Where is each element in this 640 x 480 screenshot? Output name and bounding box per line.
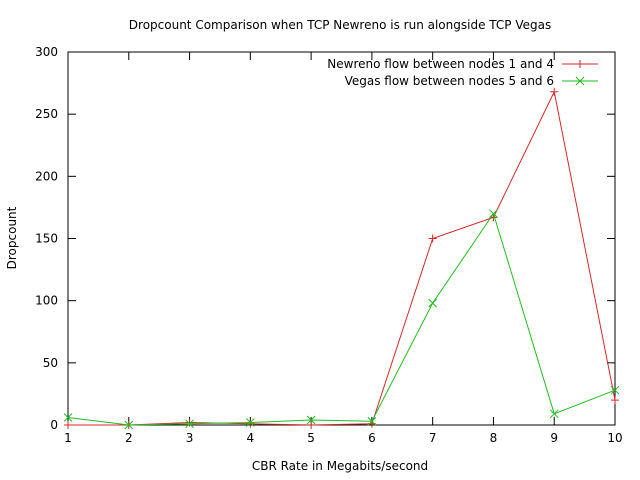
data-point <box>124 420 134 430</box>
x-axis-label: CBR Rate in Megabits/second <box>252 459 428 473</box>
data-point <box>246 419 255 428</box>
cross-marker-b <box>306 415 316 425</box>
data-point <box>611 396 619 405</box>
legend-item: Newreno flow between nodes 1 and 4 <box>327 57 598 71</box>
cross-marker-b <box>63 413 73 422</box>
x-tick-label: 2 <box>125 431 133 445</box>
series-1 <box>64 87 619 429</box>
y-tick-label: 100 <box>35 294 58 308</box>
data-point <box>549 409 559 419</box>
y-tick-label: 150 <box>35 232 58 246</box>
x-tick-label: 8 <box>490 431 498 445</box>
legend: Newreno flow between nodes 1 and 4 Vegas … <box>327 57 598 88</box>
legend-label: Newreno flow between nodes 1 and 4 <box>327 57 554 71</box>
cross-marker-b <box>549 409 559 419</box>
x-tick-label: 4 <box>247 431 255 445</box>
x-tick-label: 10 <box>607 431 622 445</box>
data-point <box>306 415 316 425</box>
data-point <box>185 418 194 427</box>
series-layer <box>63 87 620 430</box>
x-tick-label: 5 <box>307 431 315 445</box>
y-tick-label: 250 <box>35 107 58 121</box>
data-point <box>367 416 377 426</box>
data-point <box>245 418 255 427</box>
data-point <box>63 413 73 422</box>
cross-marker-b <box>245 418 255 427</box>
x-tick-label: 7 <box>429 431 437 445</box>
data-point <box>489 209 498 218</box>
series-line <box>68 90 616 426</box>
cross-marker-b <box>575 76 585 86</box>
data-point <box>550 87 559 96</box>
legend-marker <box>575 76 585 86</box>
data-point <box>64 421 72 429</box>
x-tick-label: 3 <box>186 431 194 445</box>
legend-item: Vegas flow between nodes 5 and 6 <box>345 74 598 88</box>
x-tick-label: 6 <box>368 431 376 445</box>
series-2 <box>63 209 620 430</box>
y-axis-label: Dropcount <box>5 206 19 269</box>
data-point <box>185 419 194 429</box>
legend-label: Vegas flow between nodes 5 and 6 <box>345 74 554 88</box>
x-tick-label: 9 <box>550 431 558 445</box>
y-tick-label: 300 <box>35 45 58 59</box>
cross-marker-b <box>185 419 194 429</box>
cross-marker-b <box>610 385 620 395</box>
cross-marker-b <box>124 420 134 430</box>
x-tick-label: 1 <box>64 431 72 445</box>
data-point <box>307 421 316 429</box>
cross-marker-b <box>367 416 377 426</box>
y-tick-label: 200 <box>35 169 58 183</box>
cross-marker-b <box>489 209 498 218</box>
data-point <box>428 298 438 308</box>
y-tick-label: 50 <box>43 356 58 370</box>
data-point <box>428 234 437 243</box>
series-line <box>67 212 616 426</box>
data-point <box>610 385 620 395</box>
cross-marker-b <box>428 298 438 308</box>
plot-frame <box>67 51 616 426</box>
chart-title: Dropcount Comparison when TCP Newreno is… <box>129 18 551 32</box>
y-tick-label: 0 <box>50 418 58 432</box>
legend-marker <box>576 60 584 68</box>
